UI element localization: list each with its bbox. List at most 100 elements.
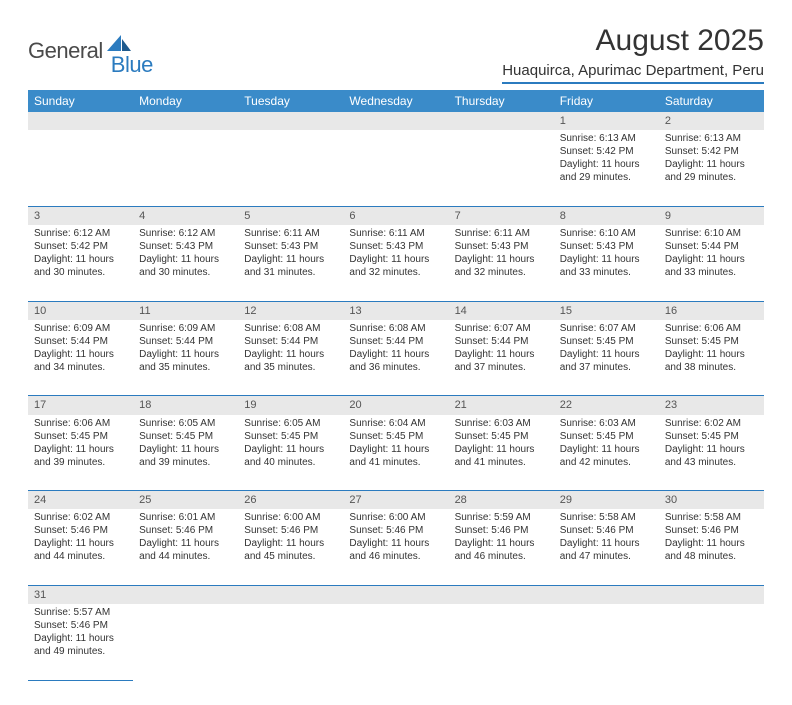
day-cell: Sunrise: 6:12 AMSunset: 5:42 PMDaylight:… (28, 225, 133, 301)
day-cell: Sunrise: 5:58 AMSunset: 5:46 PMDaylight:… (554, 509, 659, 585)
daylight-text: Daylight: 11 hours and 43 minutes. (665, 443, 758, 469)
daylight-text: Daylight: 11 hours and 36 minutes. (349, 348, 442, 374)
weekday-header: Wednesday (343, 90, 448, 112)
day-number-cell: 18 (133, 396, 238, 415)
day-number-cell (659, 585, 764, 604)
daylight-text: Daylight: 11 hours and 48 minutes. (665, 537, 758, 563)
day-cell: Sunrise: 6:05 AMSunset: 5:45 PMDaylight:… (238, 415, 343, 491)
daynum-row: 24252627282930 (28, 491, 764, 510)
day-number-cell (449, 112, 554, 130)
sunrise-text: Sunrise: 6:09 AM (139, 322, 232, 335)
daynum-row: 3456789 (28, 206, 764, 225)
day-cell: Sunrise: 5:59 AMSunset: 5:46 PMDaylight:… (449, 509, 554, 585)
day-number-cell: 13 (343, 301, 448, 320)
day-cell: Sunrise: 6:00 AMSunset: 5:46 PMDaylight:… (238, 509, 343, 585)
daylight-text: Daylight: 11 hours and 39 minutes. (34, 443, 127, 469)
week-row: Sunrise: 6:02 AMSunset: 5:46 PMDaylight:… (28, 509, 764, 585)
sunrise-text: Sunrise: 6:08 AM (349, 322, 442, 335)
day-cell: Sunrise: 6:12 AMSunset: 5:43 PMDaylight:… (133, 225, 238, 301)
sunrise-text: Sunrise: 6:05 AM (244, 417, 337, 430)
day-number-cell: 12 (238, 301, 343, 320)
weekday-header: Sunday (28, 90, 133, 112)
sunrise-text: Sunrise: 6:10 AM (665, 227, 758, 240)
daynum-row: 12 (28, 112, 764, 130)
daynum-row: 17181920212223 (28, 396, 764, 415)
day-cell: Sunrise: 6:13 AMSunset: 5:42 PMDaylight:… (554, 130, 659, 206)
day-number-cell: 8 (554, 206, 659, 225)
sunrise-text: Sunrise: 6:12 AM (34, 227, 127, 240)
daylight-text: Daylight: 11 hours and 33 minutes. (560, 253, 653, 279)
day-number-cell (238, 112, 343, 130)
weekday-header: Saturday (659, 90, 764, 112)
sunset-text: Sunset: 5:43 PM (244, 240, 337, 253)
day-number-cell: 11 (133, 301, 238, 320)
daylight-text: Daylight: 11 hours and 40 minutes. (244, 443, 337, 469)
sunrise-text: Sunrise: 6:13 AM (560, 132, 653, 145)
sunrise-text: Sunrise: 6:03 AM (560, 417, 653, 430)
sunrise-text: Sunrise: 5:58 AM (665, 511, 758, 524)
daylight-text: Daylight: 11 hours and 41 minutes. (349, 443, 442, 469)
day-number-cell: 16 (659, 301, 764, 320)
day-cell (238, 130, 343, 206)
sunrise-text: Sunrise: 6:04 AM (349, 417, 442, 430)
daylight-text: Daylight: 11 hours and 41 minutes. (455, 443, 548, 469)
sunrise-text: Sunrise: 6:07 AM (560, 322, 653, 335)
sunset-text: Sunset: 5:46 PM (560, 524, 653, 537)
day-number-cell (343, 112, 448, 130)
day-cell: Sunrise: 6:01 AMSunset: 5:46 PMDaylight:… (133, 509, 238, 585)
calendar-table: SundayMondayTuesdayWednesdayThursdayFrid… (28, 90, 764, 681)
day-number-cell: 25 (133, 491, 238, 510)
week-row: Sunrise: 6:12 AMSunset: 5:42 PM Daylight:… (28, 225, 764, 301)
weekday-header: Tuesday (238, 90, 343, 112)
sunset-text: Sunset: 5:43 PM (139, 240, 232, 253)
sunrise-text: Sunrise: 6:06 AM (34, 417, 127, 430)
day-cell: Sunrise: 6:02 AMSunset: 5:45 PMDaylight:… (659, 415, 764, 491)
week-row: Sunrise: 5:57 AMSunset: 5:46 PMDaylight:… (28, 604, 764, 680)
sunset-text: Sunset: 5:45 PM (139, 430, 232, 443)
day-number-cell: 14 (449, 301, 554, 320)
day-number-cell: 26 (238, 491, 343, 510)
day-cell: Sunrise: 5:57 AMSunset: 5:46 PMDaylight:… (28, 604, 133, 680)
day-cell: Sunrise: 6:09 AMSunset: 5:44 PMDaylight:… (28, 320, 133, 396)
day-cell: Sunrise: 6:05 AMSunset: 5:45 PMDaylight:… (133, 415, 238, 491)
day-number-cell: 5 (238, 206, 343, 225)
day-cell: Sunrise: 6:13 AMSunset: 5:42 PMDaylight:… (659, 130, 764, 206)
day-number-cell: 2 (659, 112, 764, 130)
day-number-cell: 24 (28, 491, 133, 510)
sunset-text: Sunset: 5:45 PM (560, 335, 653, 348)
daylight-text: Daylight: 11 hours and 39 minutes. (139, 443, 232, 469)
day-cell: Sunrise: 6:07 AMSunset: 5:45 PMDaylight:… (554, 320, 659, 396)
day-cell: Sunrise: 6:04 AMSunset: 5:45 PMDaylight:… (343, 415, 448, 491)
brand-part2: Blue (111, 52, 153, 78)
daylight-text: Daylight: 11 hours and 34 minutes. (34, 348, 127, 374)
daylight-text: Daylight: 11 hours and 42 minutes. (560, 443, 653, 469)
sunset-text: Sunset: 5:44 PM (244, 335, 337, 348)
day-cell: Sunrise: 6:11 AMSunset: 5:43 PMDaylight:… (343, 225, 448, 301)
day-cell: Sunrise: 6:03 AMSunset: 5:45 PMDaylight:… (449, 415, 554, 491)
day-cell (554, 604, 659, 680)
day-cell: Sunrise: 6:07 AMSunset: 5:44 PMDaylight:… (449, 320, 554, 396)
sunset-text: Sunset: 5:45 PM (665, 335, 758, 348)
sunset-text: Sunset: 5:42 PM (34, 240, 127, 253)
day-number-cell: 15 (554, 301, 659, 320)
weekday-header: Thursday (449, 90, 554, 112)
weekday-header: Friday (554, 90, 659, 112)
day-number-cell: 20 (343, 396, 448, 415)
day-number-cell: 19 (238, 396, 343, 415)
day-cell (133, 604, 238, 680)
day-number-cell (554, 585, 659, 604)
day-number-cell: 10 (28, 301, 133, 320)
daylight-text: Daylight: 11 hours and 33 minutes. (665, 253, 758, 279)
daylight-text: Daylight: 11 hours and 35 minutes. (244, 348, 337, 374)
title-block: August 2025 Huaquirca, Apurimac Departme… (502, 24, 764, 84)
sunset-text: Sunset: 5:46 PM (34, 619, 127, 632)
sunset-text: Sunset: 5:43 PM (455, 240, 548, 253)
day-number-cell: 28 (449, 491, 554, 510)
day-cell: Sunrise: 6:06 AMSunset: 5:45 PMDaylight:… (659, 320, 764, 396)
day-number-cell (238, 585, 343, 604)
daylight-text: Daylight: 11 hours and 37 minutes. (455, 348, 548, 374)
sunset-text: Sunset: 5:42 PM (665, 145, 758, 158)
sunset-text: Sunset: 5:43 PM (349, 240, 442, 253)
sunset-text: Sunset: 5:45 PM (455, 430, 548, 443)
day-number-cell: 3 (28, 206, 133, 225)
